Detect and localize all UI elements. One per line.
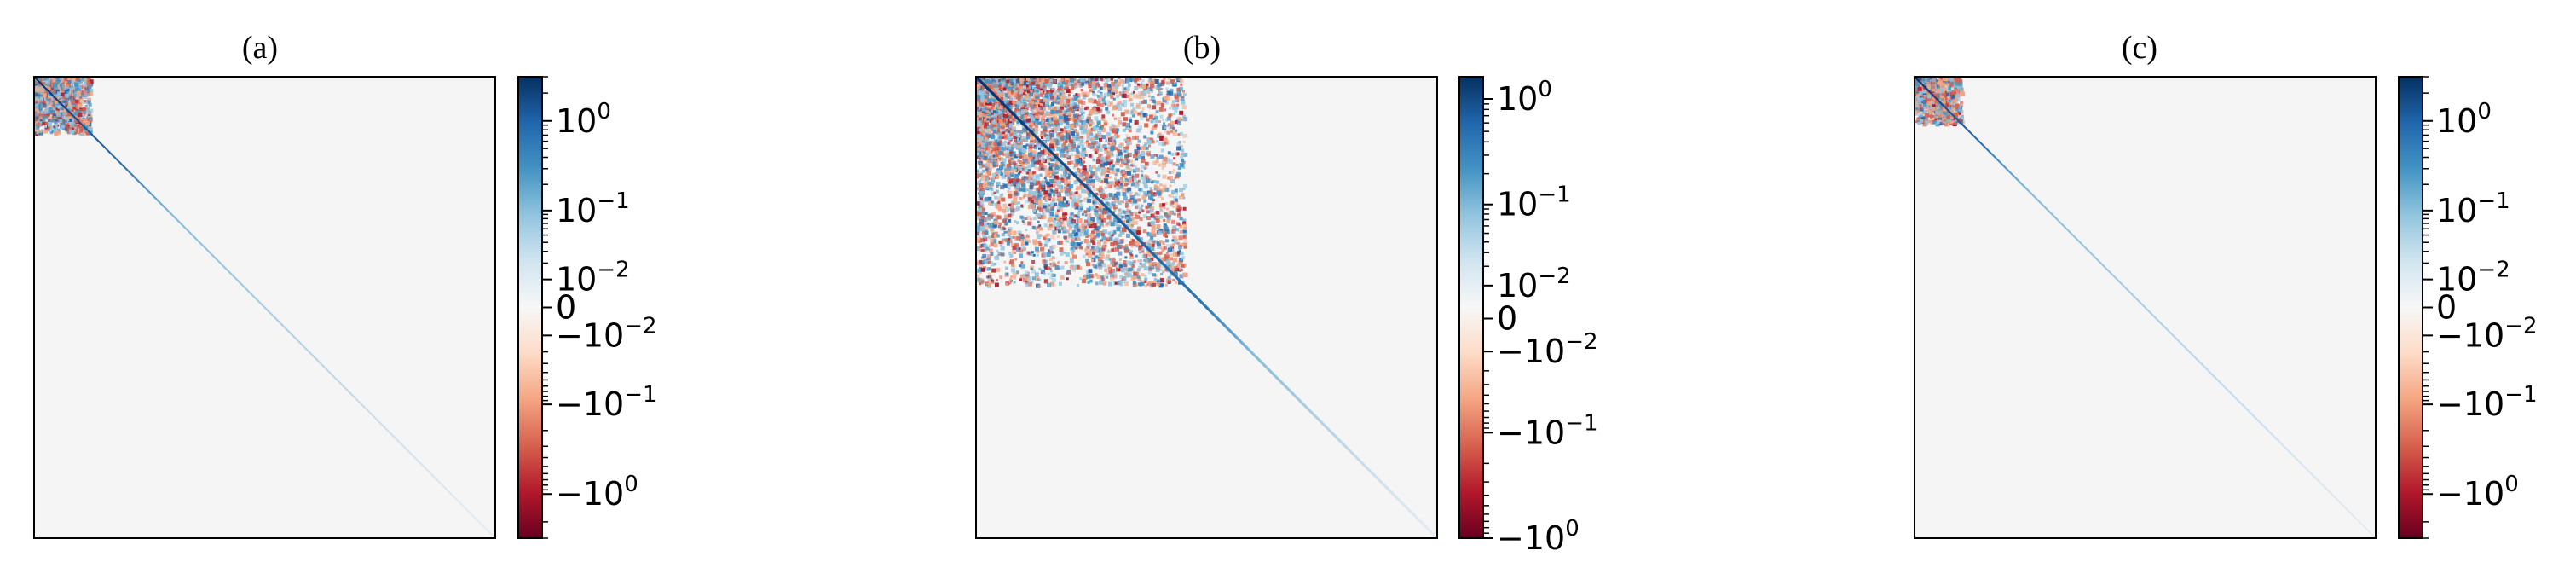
colorbar-frame <box>1458 76 1484 539</box>
colorbar: 100 10−1 10−20−10−2 −10−1 −100 <box>517 76 657 539</box>
colorbar-tick-label: 0 <box>1497 300 1517 338</box>
heatmap-frame <box>975 76 1438 539</box>
heatmap-cells <box>1915 77 1965 127</box>
panel-a: (a) 100 10−1 10−20−10−2 −10−1 −100 <box>33 30 657 539</box>
colorbar-tick-label: −10−1 <box>556 382 657 423</box>
heatmap-diagonal <box>1914 76 2377 539</box>
panel-title: (b) <box>1183 30 1221 66</box>
colorbar-tick-label: −100 <box>556 472 638 513</box>
colorbar-tick-label: 100 <box>2436 99 2492 140</box>
colorbar: 100 10−1 10−20−10−2 −10−1 −100 <box>1458 76 1598 557</box>
colorbar-tick-label: 100 <box>1497 77 1552 118</box>
panel-title: (c) <box>2122 30 2157 66</box>
colorbar-tick-label: 10−1 <box>2436 188 2510 229</box>
colorbar-gradient <box>2399 77 2423 538</box>
colorbar-tick-label: −10−1 <box>2436 382 2538 423</box>
heatmap-frame <box>33 76 496 539</box>
colorbar-tick-label: −10−2 <box>2436 313 2538 354</box>
panel-b: (b) 100 10−1 10−20−10−2 −10−1 −100 <box>974 30 1598 557</box>
colorbar-gradient <box>518 77 542 538</box>
colorbar-tick-label: 0 <box>2436 289 2457 327</box>
heatmap-cells <box>34 77 94 136</box>
colorbar-tick-label: −10−1 <box>1497 410 1598 451</box>
heatmap-frame <box>1914 76 2377 539</box>
colorbar-tick-label: 100 <box>556 99 611 140</box>
colorbar-tick-label: −100 <box>1497 516 1580 557</box>
colorbar-tick-label: 10−1 <box>556 188 630 229</box>
colorbar-gradient <box>1459 77 1483 538</box>
colorbar-tick-label: 10−1 <box>1497 183 1571 223</box>
colorbar-tick-label: 10−2 <box>556 258 630 298</box>
panel-c: (c) 100 10−1 10−20−10−2 −10−1 −100 <box>1914 30 2538 539</box>
panel-title: (a) <box>242 30 278 66</box>
colorbar-tick-label: 0 <box>556 289 576 327</box>
heatmap-cells <box>976 77 1188 288</box>
colorbar-tick-label: 10−2 <box>2436 258 2510 298</box>
colorbar-tick-label: −10−2 <box>1497 329 1598 370</box>
colorbar-tick-label: −10−2 <box>556 313 657 354</box>
heatmap-diagonal <box>974 75 1439 540</box>
colorbar-tick-label: −100 <box>2436 472 2519 513</box>
colorbar: 100 10−1 10−20−10−2 −10−1 −100 <box>2398 76 2538 539</box>
heatmap-diagonal <box>33 76 496 539</box>
colorbar-tick-label: 10−2 <box>1497 264 1571 304</box>
